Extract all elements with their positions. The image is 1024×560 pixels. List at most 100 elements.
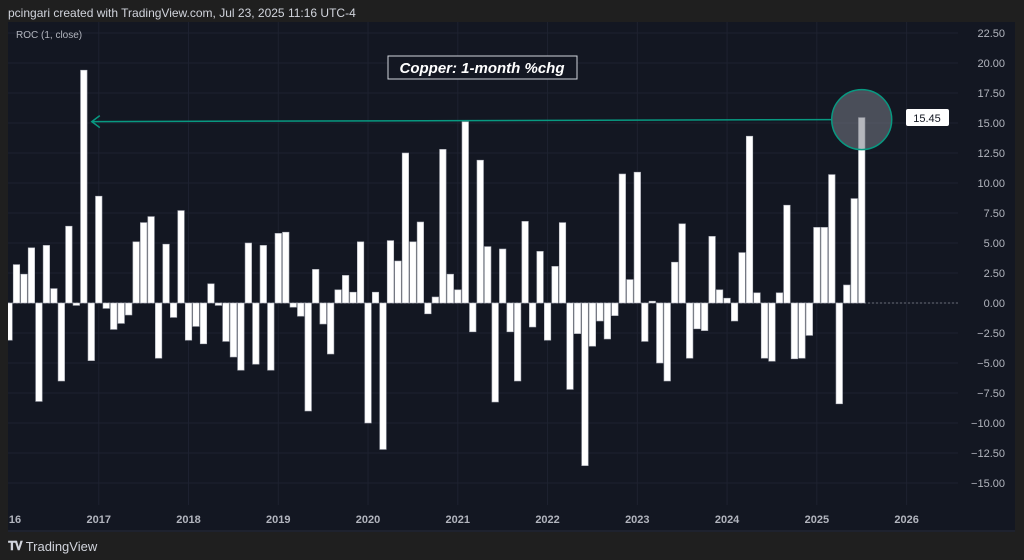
roc-bar xyxy=(80,69,88,304)
roc-bar xyxy=(170,302,178,318)
roc-bar xyxy=(371,291,380,304)
roc-bar xyxy=(184,302,193,341)
x-tick-label: 2026 xyxy=(894,514,918,526)
roc-bar xyxy=(289,302,297,308)
roc-bar xyxy=(207,283,215,304)
roc-bar xyxy=(618,173,626,304)
indicator-label: ROC (1, close) xyxy=(16,30,82,41)
y-tick-label: 12.50 xyxy=(977,148,1005,160)
y-tick-label: 0.00 xyxy=(984,298,1005,310)
y-tick-label: −5.00 xyxy=(977,358,1005,370)
roc-bar xyxy=(342,275,350,304)
roc-bar xyxy=(349,291,357,304)
roc-bar xyxy=(379,302,387,450)
roc-bar xyxy=(267,302,275,371)
roc-bar xyxy=(805,302,813,336)
chart-panel[interactable]: 22.50 20.00 17.50 15.00 12.50 10.00 7.50 5.00 2.… xyxy=(5,22,1015,532)
x-tick-label: 2025 xyxy=(805,514,829,526)
roc-bar xyxy=(843,284,851,304)
y-tick-label: −2.50 xyxy=(977,328,1005,340)
roc-bar xyxy=(319,302,327,325)
roc-bar xyxy=(304,302,312,412)
roc-bar xyxy=(798,302,806,359)
roc-bar xyxy=(252,302,260,365)
roc-bar xyxy=(753,292,761,304)
roc-bar xyxy=(177,210,185,304)
roc-bar xyxy=(162,243,170,304)
roc-bar xyxy=(551,266,559,304)
footer-brand: 𝐓𝐕 TradingView xyxy=(8,539,97,554)
roc-bar xyxy=(244,242,252,304)
roc-bar xyxy=(790,302,798,360)
roc-bar xyxy=(581,302,589,466)
roc-bar xyxy=(431,296,439,304)
roc-bar xyxy=(222,302,230,342)
roc-bar xyxy=(140,222,148,304)
roc-bar xyxy=(499,248,507,304)
y-tick-label: 7.50 xyxy=(984,208,1005,220)
roc-bar xyxy=(775,292,783,304)
roc-bar xyxy=(416,221,424,304)
roc-bar xyxy=(57,302,65,382)
last-value-box xyxy=(906,109,949,126)
roc-bar xyxy=(596,302,604,322)
roc-bar xyxy=(409,241,417,304)
roc-bar xyxy=(738,252,746,304)
roc-bar xyxy=(102,302,110,309)
roc-bar xyxy=(506,302,514,333)
roc-bar xyxy=(783,204,791,304)
roc-bar xyxy=(716,289,724,304)
roc-bar xyxy=(312,269,320,304)
roc-chart[interactable]: 22.50 20.00 17.50 15.00 12.50 10.00 7.50 5.00 2.… xyxy=(5,22,1015,532)
roc-bar xyxy=(603,302,611,340)
roc-bar xyxy=(686,302,694,359)
roc-bar xyxy=(155,302,163,359)
roc-bar xyxy=(125,302,133,316)
roc-bar xyxy=(424,302,432,315)
last-value-label: 15.45 xyxy=(913,113,941,125)
roc-bar xyxy=(65,225,73,304)
roc-bar xyxy=(626,279,634,304)
roc-bar xyxy=(229,302,237,358)
x-tick-label: 2023 xyxy=(625,514,649,526)
x-tick-label: 2024 xyxy=(715,514,740,526)
roc-bar xyxy=(20,273,28,304)
roc-bar xyxy=(461,121,469,304)
roc-bar xyxy=(850,198,858,304)
chart-title: Copper: 1-month %chg xyxy=(400,60,565,77)
tradingview-logo-icon: 𝐓𝐕 xyxy=(8,539,23,553)
roc-bar xyxy=(723,297,731,304)
roc-bar xyxy=(760,302,769,359)
roc-bar xyxy=(117,302,125,324)
roc-bar xyxy=(50,288,58,304)
roc-bar xyxy=(72,302,80,306)
x-tick-label: 2017 xyxy=(87,514,111,526)
roc-bar xyxy=(132,241,140,304)
roc-bar xyxy=(708,236,716,304)
roc-bar xyxy=(514,302,522,382)
roc-bar xyxy=(259,245,267,304)
y-tick-label: −15.00 xyxy=(971,478,1005,490)
roc-bar xyxy=(364,302,372,424)
roc-bar xyxy=(521,221,529,304)
roc-bar xyxy=(745,135,754,304)
roc-bar xyxy=(237,302,245,371)
attribution-text: pcingari created with TradingView.com, J… xyxy=(8,6,356,20)
y-tick-label: 10.00 xyxy=(977,178,1005,190)
roc-bar xyxy=(95,195,103,304)
roc-bar xyxy=(87,302,95,361)
roc-bar xyxy=(282,231,290,304)
roc-bar xyxy=(573,302,582,334)
y-tick-label: 5.00 xyxy=(984,238,1005,250)
roc-bar xyxy=(469,302,477,333)
x-tick-label: 2019 xyxy=(266,514,290,526)
roc-bar xyxy=(274,233,282,304)
y-tick-label: 17.50 xyxy=(977,88,1005,100)
roc-bar xyxy=(536,251,544,304)
roc-bar xyxy=(671,261,679,304)
y-tick-label: −10.00 xyxy=(971,418,1005,430)
roc-bar xyxy=(558,222,567,304)
roc-bar xyxy=(476,159,484,304)
highlight-circle xyxy=(830,88,893,151)
roc-bar xyxy=(439,149,447,304)
